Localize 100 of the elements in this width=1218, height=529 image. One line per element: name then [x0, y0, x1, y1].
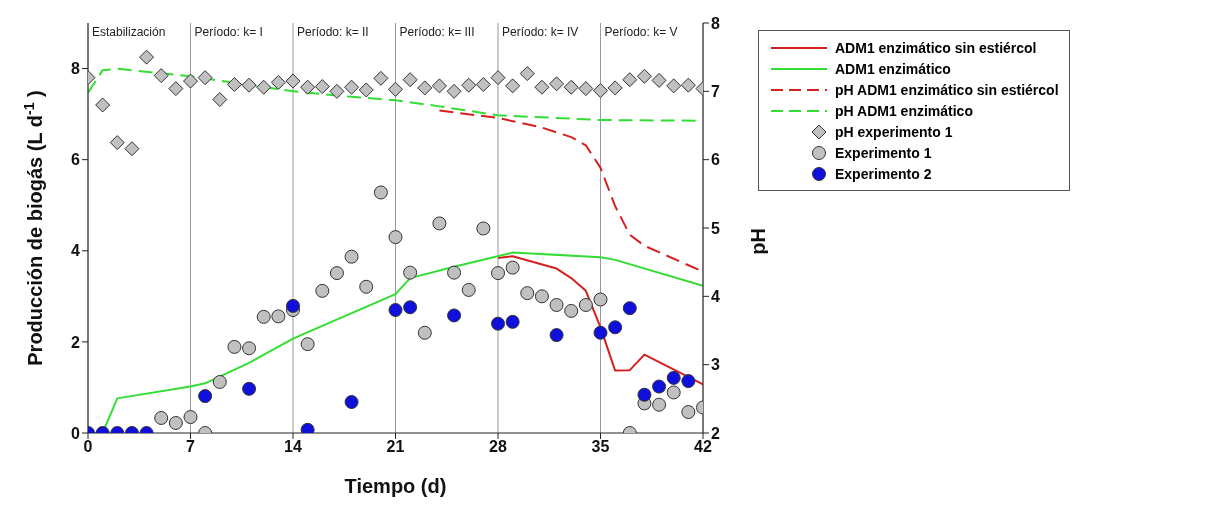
x-tick-label: 28	[489, 438, 507, 456]
point	[197, 70, 213, 86]
point	[124, 141, 140, 157]
point	[417, 80, 433, 96]
y2-tick-label: 5	[711, 219, 720, 237]
x-tick-label: 35	[591, 438, 610, 456]
point	[417, 325, 432, 340]
y2-tick-label: 4	[711, 288, 720, 306]
point	[520, 286, 535, 301]
x-tick-label: 14	[284, 438, 302, 456]
point	[593, 292, 608, 307]
point	[402, 72, 418, 88]
point	[461, 282, 476, 297]
point	[491, 266, 505, 281]
point	[666, 370, 681, 385]
point	[315, 283, 330, 298]
legend-label: Experimento 2	[835, 165, 932, 182]
point	[608, 320, 623, 335]
point	[344, 395, 359, 410]
point	[534, 289, 549, 304]
point	[329, 266, 344, 281]
y2-tick-label: 7	[711, 83, 720, 101]
point	[403, 265, 418, 280]
point	[476, 221, 491, 236]
point	[256, 309, 271, 324]
point	[475, 77, 491, 92]
legend-label: ADM1 enzimático	[835, 60, 951, 77]
point	[447, 265, 462, 280]
point	[242, 381, 257, 396]
point	[593, 325, 608, 340]
x-axis-title: Tiempo (d)	[344, 475, 447, 497]
point	[198, 389, 213, 404]
point	[344, 249, 359, 264]
point	[622, 72, 638, 88]
point	[358, 82, 374, 98]
legend-label: pH experimento 1	[835, 123, 953, 140]
point	[637, 387, 652, 402]
point	[505, 260, 520, 275]
point	[227, 339, 242, 354]
point	[256, 79, 272, 95]
point	[226, 77, 242, 92]
point	[153, 68, 169, 84]
annotation: Período: k= I	[194, 25, 263, 39]
point	[154, 410, 169, 425]
y2-tick-label: 6	[711, 151, 720, 169]
y2-tick-label: 3	[711, 356, 720, 374]
line-series	[497, 255, 703, 386]
y2-tick-label: 8	[711, 14, 720, 32]
point	[549, 76, 565, 92]
annotation: Período: k= V	[604, 25, 678, 39]
point	[373, 70, 389, 86]
y-tick-label: 6	[71, 151, 81, 169]
point	[607, 80, 623, 96]
legend-label: pH ADM1 enzimático sin estiércol	[835, 81, 1059, 98]
x-tick-label: 7	[186, 438, 196, 456]
point	[373, 185, 388, 200]
point	[168, 81, 184, 97]
point	[432, 216, 447, 231]
y2-tick-label: 2	[711, 424, 720, 442]
annotation: Estabilización	[92, 25, 166, 39]
point	[490, 70, 506, 86]
y-tick-label: 8	[71, 60, 81, 78]
point	[388, 230, 403, 245]
point	[680, 77, 696, 93]
x-tick-label: 21	[386, 438, 405, 456]
point	[578, 297, 593, 312]
point	[505, 314, 520, 329]
point	[344, 79, 360, 95]
x-tick-label: 42	[694, 438, 712, 456]
point	[388, 81, 403, 97]
point	[300, 337, 315, 352]
point	[622, 301, 637, 316]
y-tick-label: 4	[71, 242, 81, 260]
point	[578, 81, 594, 97]
point	[651, 72, 667, 88]
point	[447, 308, 462, 323]
point	[183, 73, 198, 89]
point	[109, 135, 125, 151]
point	[563, 79, 579, 95]
point	[271, 309, 286, 324]
point	[212, 92, 228, 108]
point	[285, 73, 301, 89]
point	[329, 83, 345, 99]
y-tick-label: 0	[71, 424, 81, 442]
point	[652, 397, 667, 412]
point	[652, 379, 667, 394]
point	[549, 328, 564, 343]
point	[681, 374, 696, 389]
point	[431, 78, 447, 94]
point	[519, 66, 535, 82]
point	[549, 297, 564, 312]
legend-label: ADM1 enzimático sin estiércol	[835, 39, 1037, 56]
y-tick-label: 2	[71, 333, 81, 351]
point	[168, 415, 183, 430]
point	[446, 83, 462, 99]
point	[636, 68, 652, 84]
x-tick-label: 0	[83, 438, 93, 456]
point	[681, 405, 696, 420]
point	[461, 77, 477, 93]
point	[95, 97, 111, 113]
